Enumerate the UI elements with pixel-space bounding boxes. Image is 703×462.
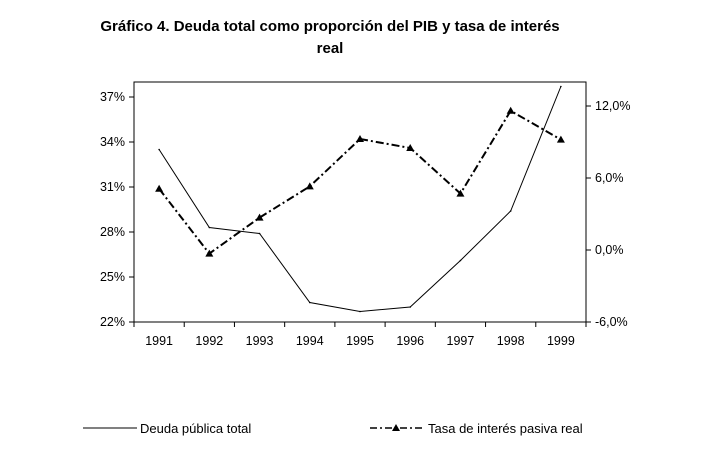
point-debt xyxy=(359,310,361,313)
x-tick-label: 1999 xyxy=(547,334,575,348)
x-tick-label: 1998 xyxy=(497,334,525,348)
series-line-rate xyxy=(158,109,562,255)
left-tick-label: 22% xyxy=(100,315,125,329)
point-rate xyxy=(406,144,415,151)
point-rate xyxy=(155,184,164,192)
point-debt xyxy=(409,306,412,308)
legend-label-rate: Tasa de interés pasiva real xyxy=(428,421,583,436)
point-debt xyxy=(509,210,512,212)
x-tick-label: 1995 xyxy=(346,334,374,348)
point-rate xyxy=(356,135,364,142)
point-rate xyxy=(205,249,214,257)
right-tick-label: 0,0% xyxy=(595,243,624,257)
point-rate xyxy=(506,106,515,114)
x-tick-label: 1997 xyxy=(447,334,475,348)
left-tick-label: 34% xyxy=(100,135,125,149)
plot-area xyxy=(133,81,587,323)
legend-label-debt: Deuda pública total xyxy=(140,421,251,436)
left-tick-label: 25% xyxy=(100,270,125,284)
x-tick-label: 1996 xyxy=(396,334,424,348)
point-debt xyxy=(560,85,562,88)
left-tick-label: 37% xyxy=(100,90,125,104)
x-tick-label: 1994 xyxy=(296,334,324,348)
point-debt xyxy=(258,232,261,235)
point-debt xyxy=(308,301,311,304)
chart-title-line1: Gráfico 4. Deuda total como proporción d… xyxy=(100,18,559,35)
legend-marker-rate xyxy=(392,424,400,431)
point-rate xyxy=(305,182,314,190)
x-tick-label: 1993 xyxy=(246,334,274,348)
point-debt xyxy=(158,148,160,151)
x-tick-label: 1992 xyxy=(195,334,223,348)
left-tick-label: 28% xyxy=(100,225,125,239)
point-rate xyxy=(556,135,565,143)
left-tick-label: 31% xyxy=(100,180,125,194)
chart-title-line2: real xyxy=(317,40,344,57)
point-rate xyxy=(456,189,465,197)
right-tick-label: 6,0% xyxy=(595,171,624,185)
right-tick-label: -6,0% xyxy=(595,315,628,329)
point-debt xyxy=(208,226,211,229)
point-rate xyxy=(255,213,264,221)
series-line-debt xyxy=(158,86,562,313)
point-debt xyxy=(459,259,462,262)
right-tick-label: 12,0% xyxy=(595,99,630,113)
x-tick-label: 1991 xyxy=(145,334,173,348)
